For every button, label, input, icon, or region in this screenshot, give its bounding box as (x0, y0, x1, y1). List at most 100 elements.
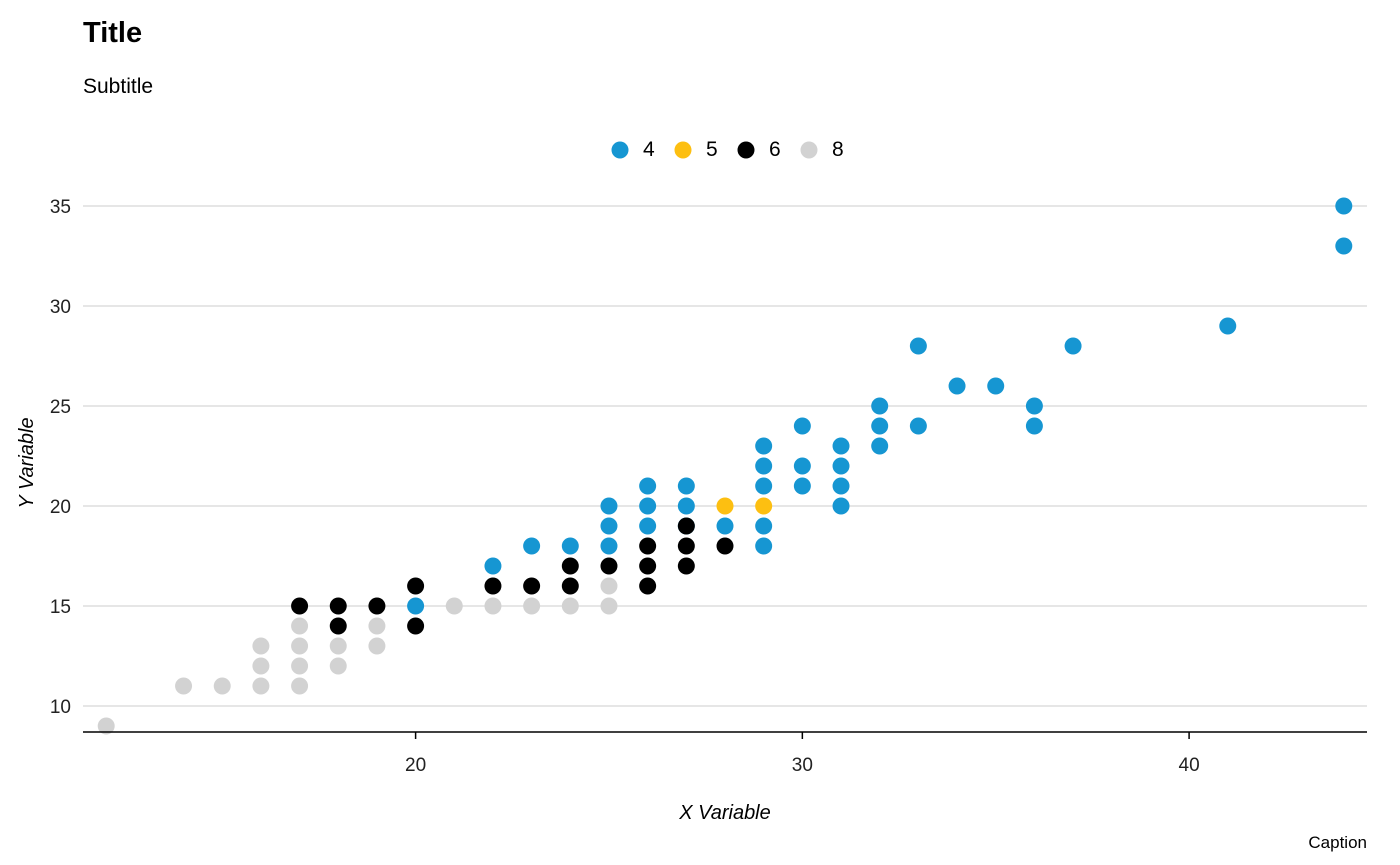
point-series-8 (523, 597, 541, 615)
point-series-4 (639, 477, 657, 495)
point-series-4 (832, 437, 850, 455)
point-series-8 (484, 597, 502, 615)
point-series-4 (639, 517, 657, 535)
point-series-8 (291, 657, 309, 675)
point-series-6 (407, 617, 425, 635)
point-series-8 (213, 677, 231, 695)
legend: 4 5 6 8 (611, 138, 844, 161)
point-series-4 (755, 457, 773, 475)
legend-swatch-4 (611, 141, 629, 159)
legend-label-6: 6 (769, 138, 781, 161)
chart-title: Title (83, 17, 142, 49)
chart-subtitle: Subtitle (83, 75, 153, 98)
point-series-8 (252, 637, 270, 655)
y-tick-label: 15 (50, 597, 71, 618)
point-series-4 (909, 337, 927, 355)
legend-label-4: 4 (643, 138, 655, 161)
y-axis-label: Y Variable (16, 417, 38, 508)
point-series-8 (291, 637, 309, 655)
point-series-6 (368, 597, 386, 615)
point-series-4 (832, 457, 850, 475)
point-series-5 (716, 497, 734, 515)
point-series-4 (832, 477, 850, 495)
point-series-4 (561, 537, 579, 555)
point-series-4 (1025, 397, 1043, 415)
gridlines (83, 205, 1367, 707)
point-series-8 (329, 657, 347, 675)
point-series-4 (871, 417, 889, 435)
point-series-4 (639, 497, 657, 515)
x-tick-label: 30 (792, 755, 813, 776)
legend-swatch-6 (737, 141, 755, 159)
x-axis-ticks: 20 30 40 (405, 732, 1200, 776)
chart-caption: Caption (1308, 833, 1367, 852)
point-series-4 (987, 377, 1005, 395)
point-series-4 (755, 537, 773, 555)
data-points (97, 197, 1353, 735)
y-tick-label: 25 (50, 397, 71, 418)
point-series-4 (948, 377, 966, 395)
point-series-8 (600, 577, 618, 595)
point-series-6 (639, 557, 657, 575)
legend-label-5: 5 (706, 138, 718, 161)
point-series-6 (407, 577, 425, 595)
point-series-8 (97, 717, 115, 735)
point-series-6 (484, 577, 502, 595)
legend-swatch-8 (800, 141, 818, 159)
point-series-8 (600, 597, 618, 615)
point-series-4 (1025, 417, 1043, 435)
x-tick-label: 20 (405, 755, 426, 776)
point-series-8 (368, 617, 386, 635)
point-series-8 (445, 597, 463, 615)
point-series-4 (871, 397, 889, 415)
point-series-4 (600, 497, 618, 515)
point-series-8 (291, 677, 309, 695)
point-series-4 (871, 437, 889, 455)
x-axis-label: X Variable (678, 802, 771, 824)
point-series-4 (832, 497, 850, 515)
point-series-4 (1064, 337, 1082, 355)
point-series-6 (291, 597, 309, 615)
point-series-6 (716, 537, 734, 555)
y-axis-ticks: 10 15 20 25 30 35 (50, 197, 71, 718)
point-series-4 (1219, 317, 1237, 335)
point-series-4 (755, 517, 773, 535)
point-series-8 (252, 677, 270, 695)
point-series-8 (368, 637, 386, 655)
point-series-4 (716, 517, 734, 535)
point-series-4 (484, 557, 502, 575)
point-series-6 (329, 597, 347, 615)
point-series-6 (677, 537, 695, 555)
point-series-6 (639, 577, 657, 595)
legend-label-8: 8 (832, 138, 844, 161)
point-series-6 (600, 557, 618, 575)
y-tick-label: 10 (50, 697, 71, 718)
point-series-4 (407, 597, 425, 615)
point-series-4 (677, 497, 695, 515)
point-series-6 (561, 577, 579, 595)
point-series-4 (755, 437, 773, 455)
point-series-8 (175, 677, 193, 695)
point-series-8 (291, 617, 309, 635)
point-series-5 (755, 497, 773, 515)
point-series-6 (639, 537, 657, 555)
point-series-4 (793, 417, 811, 435)
point-series-8 (252, 657, 270, 675)
point-series-4 (1335, 197, 1353, 215)
point-series-4 (909, 417, 927, 435)
y-tick-label: 35 (50, 197, 71, 218)
point-series-4 (600, 517, 618, 535)
point-series-4 (793, 477, 811, 495)
x-tick-label: 40 (1179, 755, 1200, 776)
point-series-6 (329, 617, 347, 635)
y-tick-label: 30 (50, 297, 71, 318)
y-tick-label: 20 (50, 497, 71, 518)
point-series-6 (561, 557, 579, 575)
point-series-8 (561, 597, 579, 615)
point-series-6 (523, 577, 541, 595)
point-series-6 (677, 557, 695, 575)
point-series-4 (600, 537, 618, 555)
point-series-8 (329, 637, 347, 655)
point-series-4 (1335, 237, 1353, 255)
